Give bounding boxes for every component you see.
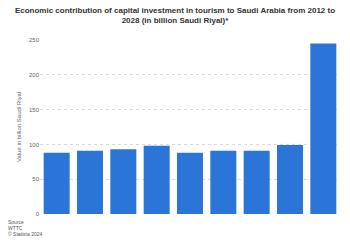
svg-text:0: 0 <box>36 211 40 217</box>
svg-text:200: 200 <box>29 72 40 78</box>
svg-text:Value in billion Saudi Riyal: Value in billion Saudi Riyal <box>16 92 22 162</box>
svg-text:250: 250 <box>29 37 40 43</box>
svg-text:50: 50 <box>32 176 39 182</box>
svg-text:150: 150 <box>29 107 40 113</box>
html-text:Economic contribution of capit: Economic contribution of capital investm… <box>14 6 336 25</box>
html-text:Source: Source <box>8 219 24 225</box>
svg-text:100: 100 <box>29 142 40 148</box>
html-text:© Statista 2024: © Statista 2024 <box>8 231 43 237</box>
html-text:WTTC: WTTC <box>8 225 23 231</box>
